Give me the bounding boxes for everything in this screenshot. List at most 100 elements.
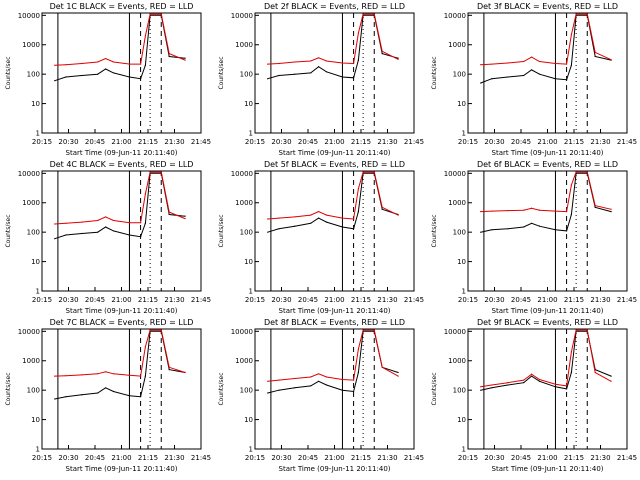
data-point (160, 13, 162, 15)
x-axis-label: Start Time (09-Jun-11 20:11:40) (66, 307, 178, 315)
data-point (565, 388, 568, 390)
y-tick-label: 10 (31, 100, 40, 108)
data-point (373, 329, 375, 331)
y-axis-label: Counts/sec (218, 214, 225, 247)
data-point (357, 371, 359, 374)
plot-frame (467, 328, 628, 450)
data-point (352, 390, 355, 393)
y-axis-label: Counts/sec (218, 372, 225, 405)
x-tick-label: 20:45 (511, 138, 531, 146)
data-point (325, 60, 328, 62)
data-point (357, 348, 359, 350)
data-point (341, 389, 344, 391)
data-point (267, 231, 269, 233)
data-point (531, 222, 533, 224)
x-tick-label: 21:30 (377, 296, 397, 304)
x-tick-label: 21:45 (404, 296, 424, 304)
data-point (105, 68, 107, 70)
y-tick-label: 100 (453, 71, 466, 79)
x-tick-label: 21:30 (590, 138, 610, 146)
data-point (139, 78, 142, 80)
data-point (570, 34, 572, 36)
x-tick-label: 20:15 (458, 138, 478, 146)
plot-frame (41, 12, 202, 134)
chart-title: Det 5f BLACK = Events, RED = LLD (264, 160, 405, 169)
data-point (310, 72, 312, 74)
data-point (97, 392, 99, 394)
data-point (149, 329, 151, 331)
chart-panel-4: Det 4C BLACK = Events, RED = LLD Start Ti… (5, 160, 211, 315)
data-point (531, 69, 533, 71)
data-point (507, 62, 509, 64)
data-point (54, 238, 56, 240)
data-point (341, 76, 344, 78)
x-tick-label: 21:45 (617, 296, 637, 304)
data-point (325, 221, 328, 223)
data-point (318, 217, 320, 219)
series-line-events (54, 14, 186, 82)
data-point (184, 217, 186, 220)
y-tick-label: 1000 (448, 357, 466, 365)
y-axis-label: Counts/sec (5, 372, 12, 405)
data-point (362, 171, 364, 173)
x-tick-label: 20:15 (245, 138, 265, 146)
data-point (507, 210, 509, 212)
data-point (531, 375, 533, 377)
data-point (105, 371, 107, 373)
y-tick-label: 1000 (22, 199, 40, 207)
x-tick-label: 21:00 (537, 138, 557, 146)
y-tick-label: 1000 (448, 199, 466, 207)
data-point (352, 228, 355, 230)
data-point (97, 373, 99, 375)
x-axis-label: Start Time (09-Jun-11 20:11:40) (279, 465, 391, 473)
y-tick-label: 1000 (235, 41, 253, 49)
data-point (139, 396, 142, 398)
data-point (168, 366, 170, 368)
data-point (491, 78, 493, 80)
x-tick-label: 21:30 (590, 296, 610, 304)
y-tick-label: 1 (249, 288, 253, 296)
data-point (267, 392, 269, 394)
chart-title: Det 6f BLACK = Events, RED = LLD (477, 160, 618, 169)
y-tick-label: 1000 (22, 357, 40, 365)
x-tick-label: 20:45 (85, 138, 105, 146)
data-point (507, 384, 509, 386)
data-point (352, 77, 355, 79)
data-point (507, 228, 509, 230)
data-point (105, 226, 107, 228)
x-tick-label: 20:15 (32, 454, 52, 462)
data-point (341, 226, 344, 228)
data-point (81, 74, 83, 77)
y-tick-label: 10000 (231, 328, 253, 336)
data-point (112, 373, 115, 375)
y-tick-label: 1000 (235, 199, 253, 207)
data-point (128, 395, 131, 397)
data-point (565, 385, 568, 387)
data-point (538, 60, 541, 63)
data-point (325, 376, 328, 378)
x-tick-label: 20:15 (245, 454, 265, 462)
y-tick-label: 1000 (22, 41, 40, 49)
data-point (144, 193, 146, 195)
y-axis-label: Counts/sec (218, 56, 225, 89)
x-tick-label: 20:30 (271, 454, 291, 462)
x-tick-label: 20:45 (298, 454, 318, 462)
chart-title: Det 3f BLACK = Events, RED = LLD (477, 2, 618, 11)
data-point (160, 171, 162, 173)
data-point (357, 188, 359, 190)
data-point (586, 13, 588, 15)
data-point (160, 329, 162, 331)
y-tick-label: 10000 (231, 170, 253, 178)
chart-title: Det 1C BLACK = Events, RED = LLD (50, 2, 194, 11)
plot-frame (41, 170, 202, 292)
x-axis-label: Start Time (09-Jun-11 20:11:40) (279, 149, 391, 157)
x-tick-label: 20:45 (298, 296, 318, 304)
x-tick-label: 20:45 (298, 138, 318, 146)
y-axis-label: Counts/sec (5, 214, 12, 247)
plot-frame (254, 328, 415, 450)
data-point (397, 371, 399, 374)
y-tick-label: 1000 (235, 357, 253, 365)
data-point (128, 234, 131, 236)
data-point (310, 222, 312, 224)
